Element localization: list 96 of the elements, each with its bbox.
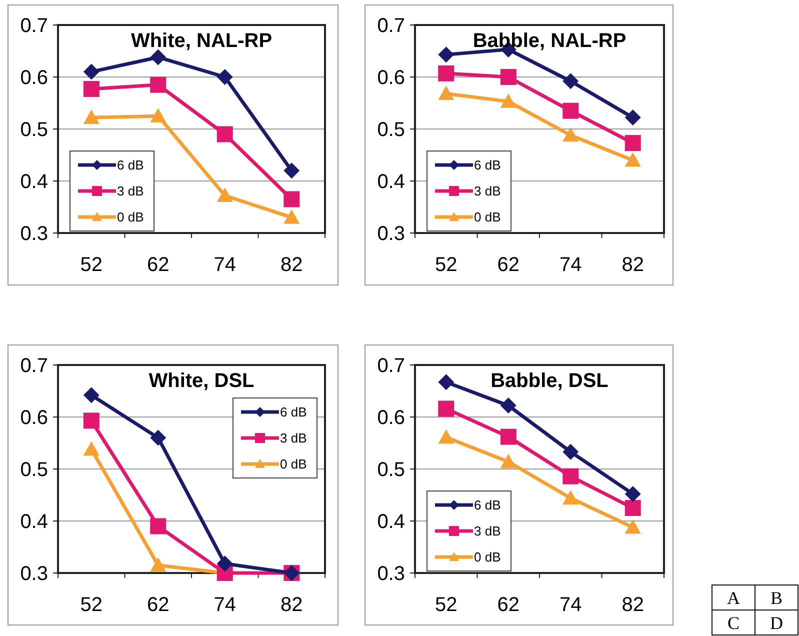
text: A: [727, 588, 740, 608]
legend-label: 0 dB: [280, 456, 307, 472]
y-tick-label: 0.6: [20, 407, 48, 429]
point: [562, 490, 579, 505]
text: B: [770, 588, 783, 608]
x-tick-label: 52: [435, 254, 458, 276]
x-tick-label: 62: [497, 594, 520, 616]
legend-label: 3 dB: [474, 524, 501, 539]
x-tick-label: 74: [214, 594, 236, 616]
point: [562, 444, 579, 460]
point: [562, 127, 579, 142]
point: [500, 398, 516, 414]
y-tick-label: 0.4: [20, 511, 48, 533]
y-tick-label: 0.6: [377, 67, 405, 89]
y-tick-label: 0.7: [377, 355, 405, 377]
point: [562, 468, 579, 484]
point: [500, 69, 516, 85]
y-tick-label: 0.6: [377, 407, 405, 429]
point: [624, 519, 641, 534]
point: [83, 80, 100, 97]
legend-label: 6 dB: [117, 158, 144, 173]
point: [438, 46, 454, 63]
text: D: [770, 612, 783, 633]
legend-label: 3 dB: [474, 184, 501, 199]
point: [216, 188, 233, 202]
y-tick-label: 0.3: [20, 563, 48, 585]
x-tick-label: 82: [622, 254, 644, 276]
point: [216, 126, 233, 142]
point: [83, 387, 100, 404]
y-tick-label: 0.3: [377, 563, 405, 585]
y-tick-label: 0.7: [20, 355, 48, 377]
x-tick-label: 62: [147, 254, 170, 276]
x-tick-label: 74: [214, 254, 236, 276]
legend-label: 3 dB: [117, 184, 144, 199]
chart-title: Babble, DSL: [490, 370, 608, 392]
legend-label: 0 dB: [117, 210, 144, 225]
x-tick-label: 74: [560, 594, 582, 616]
x-tick-label: 74: [560, 254, 582, 276]
legend-label: 6 dB: [280, 404, 307, 420]
y-tick-label: 0.5: [20, 119, 48, 141]
point: [562, 102, 579, 119]
legend-label: 6 dB: [474, 498, 501, 513]
point: [150, 108, 166, 122]
x-tick-label: 52: [435, 594, 458, 616]
point: [150, 76, 166, 93]
point: [500, 93, 516, 108]
point: [83, 64, 100, 80]
x-tick-label: 62: [147, 594, 170, 616]
y-tick-label: 0.4: [20, 171, 48, 193]
x-tick-label: 82: [622, 594, 644, 616]
text: C: [727, 612, 740, 633]
x-tick-label: 52: [80, 254, 102, 276]
point: [500, 454, 516, 468]
y-tick-label: 0.5: [20, 459, 48, 481]
y-tick-label: 0.3: [377, 223, 405, 245]
point: [438, 86, 454, 100]
legend-label: 3 dB: [280, 430, 307, 446]
y-tick-label: 0.6: [20, 67, 48, 89]
point: [150, 49, 166, 66]
y-tick-label: 0.4: [377, 171, 405, 193]
y-tick-label: 0.5: [377, 459, 405, 481]
y-tick-label: 0.5: [377, 119, 405, 141]
x-tick-label: 52: [80, 594, 102, 616]
point: [438, 374, 454, 390]
legend-label: 6 dB: [474, 158, 501, 173]
point: [83, 110, 100, 124]
point: [624, 486, 641, 502]
point: [438, 429, 454, 444]
chart-title: White, DSL: [148, 370, 254, 392]
point: [284, 191, 300, 208]
point: [83, 412, 100, 429]
chart-title: White, NAL-RP: [130, 30, 272, 52]
legend-label: 0 dB: [474, 550, 501, 565]
point: [438, 400, 454, 417]
point: [216, 556, 233, 572]
point: [624, 135, 641, 152]
y-tick-label: 0.7: [377, 15, 405, 37]
point: [500, 428, 516, 445]
point: [624, 110, 641, 126]
legend-label: 0 dB: [474, 210, 501, 225]
x-tick-label: 82: [280, 254, 303, 276]
point: [284, 209, 300, 224]
point: [624, 152, 641, 167]
point: [562, 73, 579, 90]
point: [624, 500, 641, 516]
point: [150, 518, 166, 534]
y-tick-label: 0.3: [20, 223, 48, 245]
point: [284, 162, 300, 179]
point: [438, 65, 454, 82]
x-tick-label: 62: [497, 254, 520, 276]
chart-title: Babble, NAL-RP: [472, 30, 626, 52]
y-tick-label: 0.4: [377, 511, 405, 533]
point: [216, 69, 233, 85]
y-tick-label: 0.7: [20, 15, 48, 37]
x-tick-label: 82: [280, 594, 303, 616]
point: [150, 430, 166, 446]
